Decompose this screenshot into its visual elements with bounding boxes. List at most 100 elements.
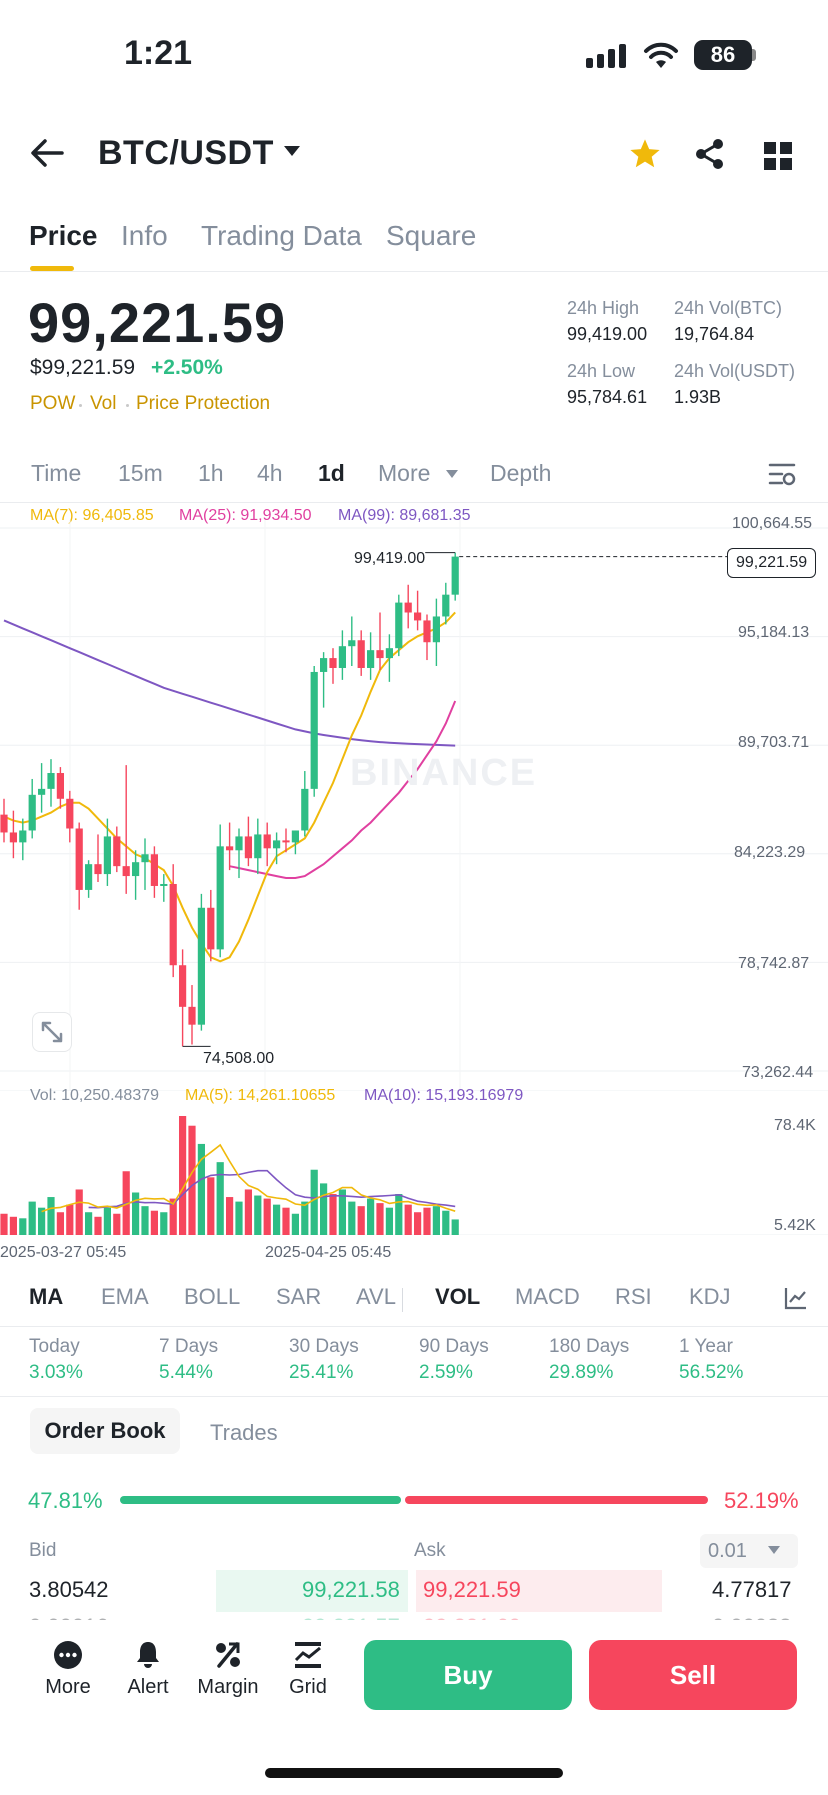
volume-bar bbox=[367, 1198, 375, 1235]
pair-dropdown-caret-icon[interactable] bbox=[284, 146, 300, 156]
y-tick-label: 84,223.29 bbox=[734, 844, 806, 861]
indicator-ema[interactable]: EMA bbox=[101, 1284, 149, 1309]
tag-price-protection[interactable]: Price Protection bbox=[136, 393, 271, 414]
ask-quantity[interactable]: 4.77817 bbox=[712, 1577, 792, 1602]
chart-settings-icon[interactable] bbox=[768, 462, 796, 486]
indicator-macd[interactable]: MACD bbox=[515, 1284, 580, 1309]
timeframe-1d[interactable]: 1d bbox=[318, 460, 345, 486]
candle-body bbox=[432, 616, 440, 643]
battery-tip bbox=[752, 49, 756, 61]
volume-bar bbox=[451, 1219, 459, 1235]
candle-body bbox=[385, 648, 393, 659]
tab-square[interactable]: Square bbox=[386, 220, 477, 251]
candle-body bbox=[75, 828, 83, 890]
sell-button[interactable]: Sell bbox=[589, 1640, 797, 1710]
nav-alert-label: Alert bbox=[127, 1676, 169, 1698]
timeframe-1h[interactable]: 1h bbox=[198, 460, 224, 486]
volume-bar bbox=[291, 1213, 299, 1235]
more-caret-icon[interactable] bbox=[446, 470, 458, 478]
ma25-label: MA(25): 91,934.50 bbox=[179, 507, 312, 524]
buy-button[interactable]: Buy bbox=[364, 1640, 572, 1710]
candle-body bbox=[38, 788, 46, 795]
volume-bar bbox=[179, 1116, 187, 1235]
candle-body bbox=[376, 650, 384, 659]
volume-bar bbox=[357, 1206, 365, 1235]
bid-quantity[interactable]: 3.80542 bbox=[29, 1577, 109, 1602]
candle-body bbox=[94, 864, 102, 875]
share-icon[interactable] bbox=[694, 138, 726, 170]
indicator-avl[interactable]: AVL bbox=[356, 1284, 396, 1309]
precision-caret-icon[interactable] bbox=[768, 1546, 780, 1554]
timeframe-depth[interactable]: Depth bbox=[490, 460, 552, 486]
stat-24h-low-value: 95,784.61 bbox=[567, 387, 648, 407]
chart-top-divider bbox=[0, 502, 828, 503]
candlestick-chart[interactable] bbox=[0, 520, 828, 1090]
back-arrow-icon[interactable] bbox=[30, 138, 64, 168]
candle-body bbox=[9, 832, 17, 843]
usd-price: $99,221.59 bbox=[30, 356, 136, 379]
perf-1y-value: 56.52% bbox=[679, 1362, 744, 1383]
volume-chart[interactable] bbox=[0, 1090, 828, 1235]
tab-trades[interactable]: Trades bbox=[210, 1420, 278, 1445]
tag-separator bbox=[126, 404, 129, 407]
volume-bar bbox=[432, 1206, 440, 1235]
volume-bar bbox=[113, 1213, 121, 1235]
y-tick-label: 89,703.71 bbox=[738, 734, 810, 751]
y-tick-label: 73,262.44 bbox=[742, 1064, 814, 1081]
indicator-kdj[interactable]: KDJ bbox=[689, 1284, 731, 1309]
y-tick-label: 100,664.55 bbox=[732, 515, 813, 532]
battery-indicator: 86 bbox=[694, 40, 752, 70]
indicator-rsi[interactable]: RSI bbox=[615, 1284, 652, 1309]
wifi-icon bbox=[644, 42, 678, 68]
indicator-boll[interactable]: BOLL bbox=[184, 1284, 241, 1309]
tab-order-book[interactable]: Order Book bbox=[30, 1408, 180, 1454]
indicator-vol[interactable]: VOL bbox=[435, 1284, 481, 1309]
candle-body bbox=[122, 866, 130, 877]
candle-body bbox=[85, 864, 93, 890]
volume-bar bbox=[348, 1201, 356, 1235]
perf-7d-label: 7 Days bbox=[159, 1336, 219, 1357]
volume-ma5-label: MA(5): 14,261.10655 bbox=[185, 1087, 336, 1104]
indicator-divider bbox=[402, 1288, 403, 1312]
nav-more[interactable]: More bbox=[28, 1640, 108, 1699]
tag-vol[interactable]: Vol bbox=[90, 393, 117, 414]
tab-info[interactable]: Info bbox=[121, 220, 168, 251]
expand-chart-button[interactable] bbox=[32, 1012, 72, 1052]
volume-tick-label: 78.4K bbox=[774, 1117, 816, 1134]
indicator-ma[interactable]: MA bbox=[29, 1284, 64, 1309]
candle-body bbox=[442, 594, 450, 617]
ask-price[interactable]: 99,221.59 bbox=[423, 1577, 521, 1602]
indicator-settings-icon[interactable] bbox=[784, 1286, 808, 1310]
volume-bar bbox=[66, 1204, 74, 1235]
indicator-sar[interactable]: SAR bbox=[276, 1284, 322, 1309]
volume-bar bbox=[385, 1207, 393, 1235]
precision-select[interactable]: 0.01 bbox=[700, 1534, 798, 1568]
margin-percent-icon bbox=[216, 1642, 240, 1668]
volume-bar bbox=[207, 1177, 215, 1235]
volume-bar bbox=[38, 1207, 46, 1235]
candle-body bbox=[244, 836, 252, 859]
timeframe-more[interactable]: More bbox=[378, 460, 431, 486]
grid-menu-icon[interactable] bbox=[764, 142, 792, 170]
candle-body bbox=[103, 836, 111, 875]
candle-body bbox=[348, 640, 356, 647]
nav-margin[interactable]: Margin bbox=[188, 1640, 268, 1699]
candle-body bbox=[404, 602, 412, 613]
more-dots-icon bbox=[54, 1641, 82, 1669]
candle-body bbox=[273, 840, 281, 849]
nav-grid[interactable]: Grid bbox=[268, 1640, 348, 1699]
candle-body bbox=[0, 814, 8, 833]
nav-alert[interactable]: Alert bbox=[108, 1640, 188, 1699]
tab-price[interactable]: Price bbox=[29, 220, 98, 251]
timeframe-15m[interactable]: 15m bbox=[118, 460, 163, 486]
timeframe-time[interactable]: Time bbox=[31, 460, 82, 486]
timeframe-4h[interactable]: 4h bbox=[257, 460, 283, 486]
candle-body bbox=[47, 773, 55, 789]
favorite-star-icon[interactable] bbox=[628, 138, 662, 170]
tag-pow[interactable]: POW bbox=[30, 393, 76, 414]
candle-body bbox=[197, 907, 205, 1025]
tab-trading-data[interactable]: Trading Data bbox=[201, 220, 362, 251]
bid-price[interactable]: 99,221.58 bbox=[302, 1577, 400, 1602]
pair-title[interactable]: BTC/USDT bbox=[98, 134, 274, 172]
ma7-label: MA(7): 96,405.85 bbox=[30, 507, 154, 524]
